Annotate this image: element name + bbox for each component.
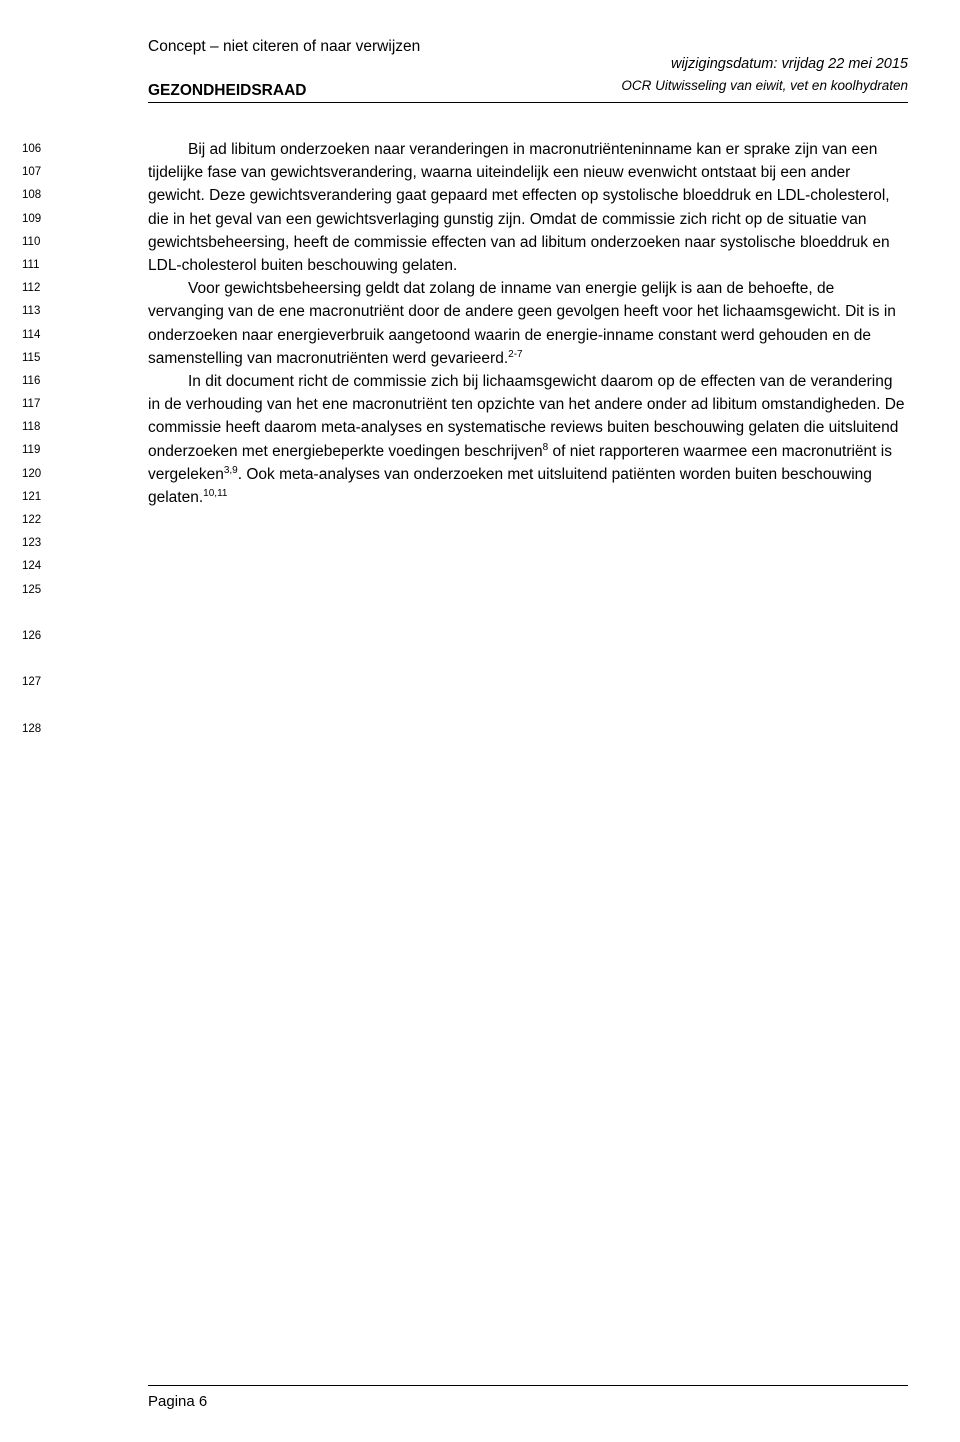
header-rule bbox=[148, 102, 908, 103]
line-number: 106 bbox=[22, 138, 62, 161]
line-number: 125 bbox=[22, 579, 62, 602]
footer-rule bbox=[148, 1385, 908, 1386]
line-number: 113 bbox=[22, 300, 62, 323]
line-number: 119 bbox=[22, 439, 62, 462]
line-number: 127 bbox=[22, 671, 62, 694]
line-number: 122 bbox=[22, 509, 62, 532]
line-number: 118 bbox=[22, 416, 62, 439]
line-number: 111 bbox=[22, 254, 62, 277]
superscript-ref: 10,11 bbox=[203, 488, 227, 499]
line-number: 109 bbox=[22, 208, 62, 231]
superscript-ref: 2-7 bbox=[508, 349, 522, 360]
paragraph-3: In dit document richt de commissie zich … bbox=[148, 370, 908, 509]
line-number: 123 bbox=[22, 532, 62, 555]
line-number: 107 bbox=[22, 161, 62, 184]
line-number: 110 bbox=[22, 231, 62, 254]
header-organization: GEZONDHEIDSRAAD bbox=[148, 82, 306, 100]
line-number: 120 bbox=[22, 463, 62, 486]
paragraph-2: Voor gewichtsbeheersing geldt dat zolang… bbox=[148, 277, 908, 370]
document-page: Concept – niet citeren of naar verwijzen… bbox=[0, 0, 960, 1442]
line-number-gutter: 1061071081091101111121131141151161171181… bbox=[22, 138, 62, 741]
line-number: 112 bbox=[22, 277, 62, 300]
header-doc-title: OCR Uitwisseling van eiwit, vet en koolh… bbox=[621, 78, 908, 93]
line-number: 126 bbox=[22, 625, 62, 648]
superscript-ref: 3,9 bbox=[224, 465, 238, 476]
line-number: 124 bbox=[22, 555, 62, 578]
paragraph-1: Bij ad libitum onderzoeken naar verander… bbox=[148, 138, 908, 277]
header-date: wijzigingsdatum: vrijdag 22 mei 2015 bbox=[671, 56, 908, 72]
line-number: 117 bbox=[22, 393, 62, 416]
footer-page-number: Pagina 6 bbox=[148, 1393, 207, 1410]
line-number: 116 bbox=[22, 370, 62, 393]
line-number: 108 bbox=[22, 184, 62, 207]
line-number: 128 bbox=[22, 718, 62, 741]
line-number: 114 bbox=[22, 324, 62, 347]
line-number: 121 bbox=[22, 486, 62, 509]
header-concept-line: Concept – niet citeren of naar verwijzen bbox=[148, 38, 420, 56]
body-text: Bij ad libitum onderzoeken naar verander… bbox=[148, 138, 908, 509]
line-number: 115 bbox=[22, 347, 62, 370]
